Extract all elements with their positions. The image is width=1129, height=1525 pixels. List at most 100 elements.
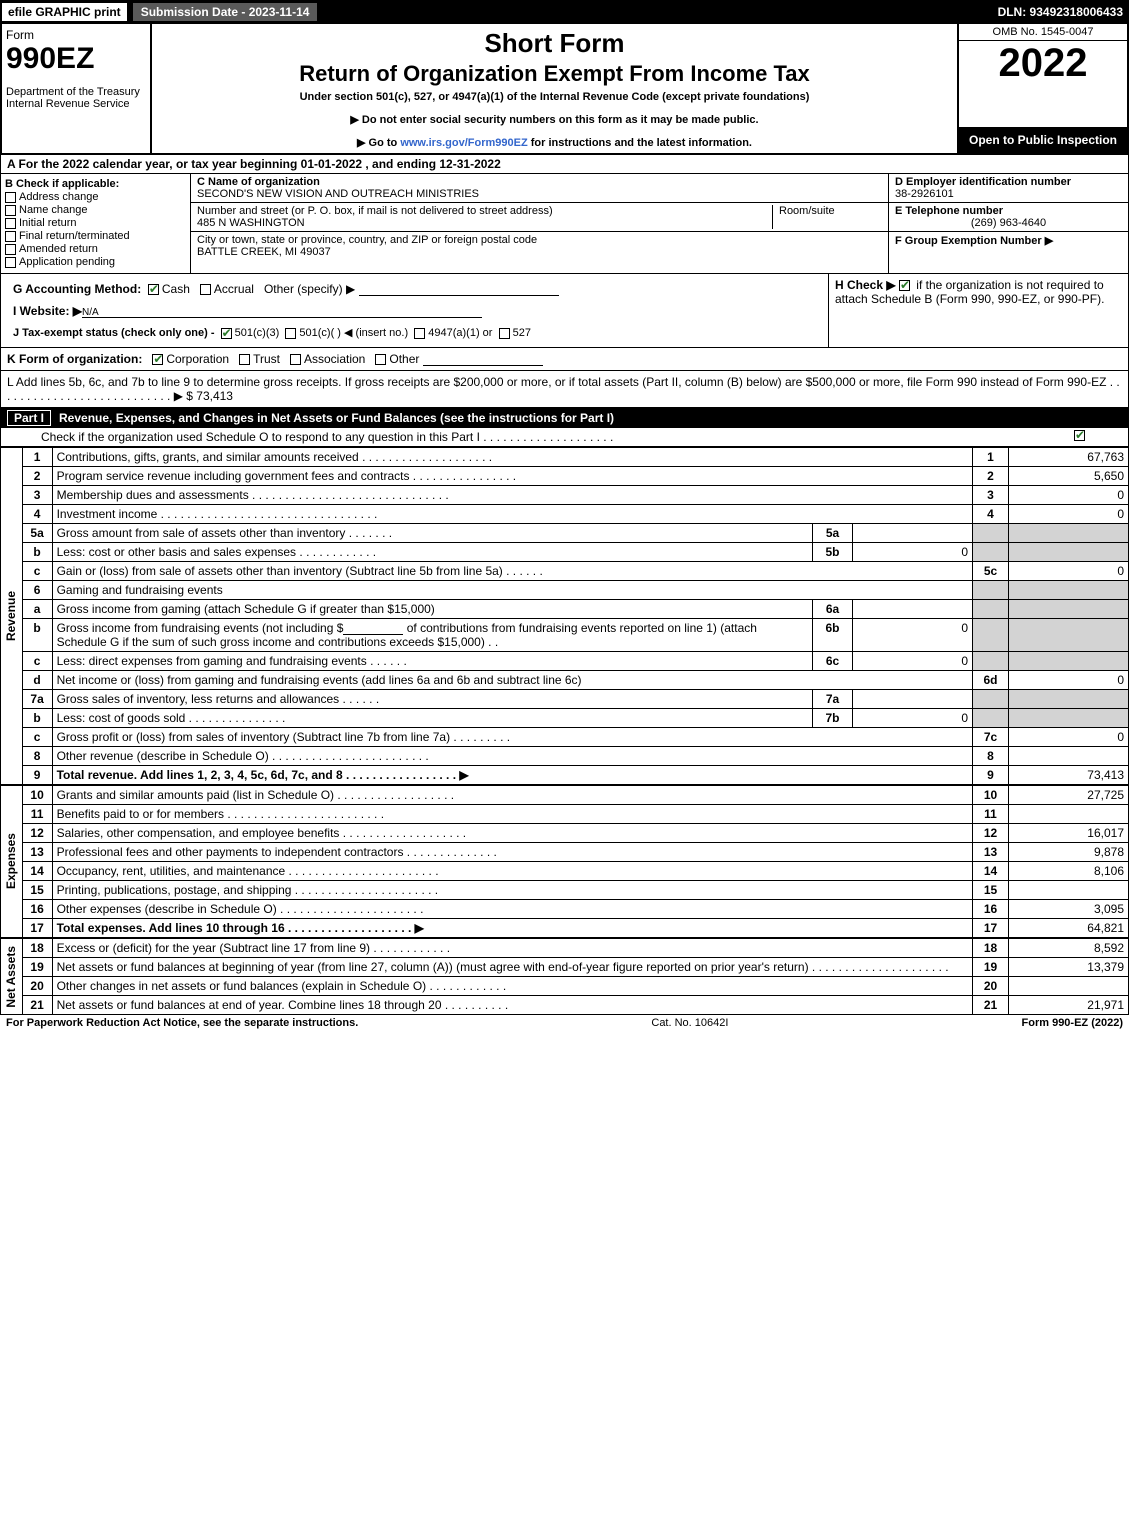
- table-row: 7aGross sales of inventory, less returns…: [22, 690, 1128, 709]
- table-row: 20Other changes in net assets or fund ba…: [22, 977, 1128, 996]
- gh-left: G Accounting Method: Cash Accrual Other …: [1, 274, 828, 347]
- phone-row: E Telephone number (269) 963-4640: [889, 203, 1128, 232]
- table-row: 3Membership dues and assessments . . . .…: [22, 486, 1128, 505]
- table-row: 21Net assets or fund balances at end of …: [22, 996, 1128, 1015]
- table-row: cGain or (loss) from sale of assets othe…: [22, 562, 1128, 581]
- chk-application-pending[interactable]: Application pending: [5, 256, 186, 268]
- tax-year: 2022: [959, 41, 1127, 86]
- table-row: 14Occupancy, rent, utilities, and mainte…: [22, 862, 1128, 881]
- group-exemption-label: F Group Exemption Number ▶: [895, 235, 1053, 247]
- other-input[interactable]: [359, 282, 559, 296]
- table-row: cLess: direct expenses from gaming and f…: [22, 652, 1128, 671]
- street-label: Number and street (or P. O. box, if mail…: [197, 205, 772, 217]
- table-row: 17Total expenses. Add lines 10 through 1…: [22, 919, 1128, 938]
- expenses-table: 10Grants and similar amounts paid (list …: [22, 785, 1129, 938]
- contrib-input[interactable]: [343, 621, 403, 635]
- chk-527[interactable]: [499, 328, 510, 339]
- top-bar: efile GRAPHIC print Submission Date - 20…: [0, 0, 1129, 24]
- chk-schedule-b[interactable]: [899, 280, 910, 291]
- part1-title: Revenue, Expenses, and Changes in Net As…: [59, 411, 614, 425]
- return-title: Return of Organization Exempt From Incom…: [156, 61, 953, 87]
- omb-number: OMB No. 1545-0047: [959, 24, 1127, 41]
- website-input[interactable]: N/A: [82, 304, 482, 318]
- table-row: 6Gaming and fundraising events: [22, 581, 1128, 600]
- i-label: I Website: ▶: [13, 304, 82, 318]
- chk-final-return[interactable]: Final return/terminated: [5, 230, 186, 242]
- room-suite: Room/suite: [772, 205, 882, 229]
- efile-label[interactable]: efile GRAPHIC print: [0, 1, 129, 23]
- header-center: Short Form Return of Organization Exempt…: [152, 24, 957, 153]
- table-row: 8Other revenue (describe in Schedule O) …: [22, 747, 1128, 766]
- part1-checkline: Check if the organization used Schedule …: [1, 428, 1128, 446]
- gh-block: G Accounting Method: Cash Accrual Other …: [0, 274, 1129, 348]
- netassets-side-label: Net Assets: [0, 938, 22, 1015]
- chk-address-change[interactable]: Address change: [5, 191, 186, 203]
- irs-link[interactable]: www.irs.gov/Form990EZ: [400, 137, 527, 149]
- org-name-row: C Name of organization SECOND'S NEW VISI…: [191, 174, 888, 203]
- chk-amended-return[interactable]: Amended return: [5, 243, 186, 255]
- box-b-header: B Check if applicable:: [5, 178, 186, 190]
- chk-4947[interactable]: [414, 328, 425, 339]
- table-row: 19Net assets or fund balances at beginni…: [22, 958, 1128, 977]
- line-g: G Accounting Method: Cash Accrual Other …: [7, 278, 822, 300]
- chk-corporation[interactable]: [152, 354, 163, 365]
- street-row: Number and street (or P. O. box, if mail…: [191, 203, 888, 232]
- line-i: I Website: ▶N/A: [7, 300, 822, 322]
- street-value: 485 N WASHINGTON: [197, 217, 772, 229]
- revenue-side-label: Revenue: [0, 447, 22, 785]
- expenses-side-label: Expenses: [0, 785, 22, 938]
- other-org-input[interactable]: [423, 352, 543, 366]
- table-row: 9Total revenue. Add lines 1, 2, 3, 4, 5c…: [22, 766, 1128, 785]
- page-footer: For Paperwork Reduction Act Notice, see …: [0, 1015, 1129, 1031]
- table-row: 18Excess or (deficit) for the year (Subt…: [22, 939, 1128, 958]
- section-a: A For the 2022 calendar year, or tax yea…: [0, 155, 1129, 174]
- ein-value: 38-2926101: [895, 188, 1122, 200]
- line-j: J Tax-exempt status (check only one) - 5…: [7, 322, 822, 343]
- part1-num: Part I: [7, 410, 51, 426]
- chk-schedule-o[interactable]: [1074, 430, 1085, 441]
- chk-other-org[interactable]: [375, 354, 386, 365]
- k-label: K Form of organization:: [7, 352, 142, 366]
- table-row: 2Program service revenue including gover…: [22, 467, 1128, 486]
- box-d: D Employer identification number 38-2926…: [888, 174, 1128, 273]
- form-number: 990EZ: [6, 42, 146, 76]
- part1-header-wrap: Part I Revenue, Expenses, and Changes in…: [0, 408, 1129, 447]
- table-row: 12Salaries, other compensation, and empl…: [22, 824, 1128, 843]
- form-word: Form: [6, 28, 146, 42]
- expenses-section: Expenses 10Grants and similar amounts pa…: [0, 785, 1129, 938]
- phone-label: E Telephone number: [895, 205, 1122, 217]
- chk-501c[interactable]: [285, 328, 296, 339]
- footer-left: For Paperwork Reduction Act Notice, see …: [6, 1017, 358, 1029]
- open-inspection: Open to Public Inspection: [959, 127, 1127, 153]
- table-row: 15Printing, publications, postage, and s…: [22, 881, 1128, 900]
- chk-accrual[interactable]: [200, 284, 211, 295]
- chk-cash[interactable]: [148, 284, 159, 295]
- dln: DLN: 93492318006433: [998, 5, 1129, 19]
- h-label: H Check ▶: [835, 278, 896, 292]
- l-text: L Add lines 5b, 6c, and 7b to line 9 to …: [7, 375, 1120, 403]
- footer-right: Form 990-EZ (2022): [1022, 1017, 1123, 1029]
- l-value: 73,413: [196, 389, 233, 403]
- box-b: B Check if applicable: Address change Na…: [1, 174, 191, 273]
- part1-header: Part I Revenue, Expenses, and Changes in…: [1, 408, 1128, 428]
- table-row: 11Benefits paid to or for members . . . …: [22, 805, 1128, 824]
- city-value: BATTLE CREEK, MI 49037: [197, 246, 537, 258]
- city-label: City or town, state or province, country…: [197, 234, 537, 246]
- submission-date: Submission Date - 2023-11-14: [133, 3, 318, 21]
- table-row: bGross income from fundraising events (n…: [22, 619, 1128, 652]
- form-header: Form 990EZ Department of the Treasury In…: [0, 24, 1129, 155]
- org-name-label: C Name of organization: [197, 176, 479, 188]
- chk-association[interactable]: [290, 354, 301, 365]
- footer-mid: Cat. No. 10642I: [651, 1017, 728, 1029]
- table-row: 13Professional fees and other payments t…: [22, 843, 1128, 862]
- group-exemption-row: F Group Exemption Number ▶: [889, 232, 1128, 249]
- chk-name-change[interactable]: Name change: [5, 204, 186, 216]
- note-ssn: ▶ Do not enter social security numbers o…: [156, 113, 953, 126]
- chk-initial-return[interactable]: Initial return: [5, 217, 186, 229]
- table-row: 16Other expenses (describe in Schedule O…: [22, 900, 1128, 919]
- chk-trust[interactable]: [239, 354, 250, 365]
- chk-501c3[interactable]: [221, 328, 232, 339]
- g-label: G Accounting Method:: [13, 282, 141, 296]
- phone-value: (269) 963-4640: [895, 217, 1122, 229]
- table-row: 1Contributions, gifts, grants, and simil…: [22, 448, 1128, 467]
